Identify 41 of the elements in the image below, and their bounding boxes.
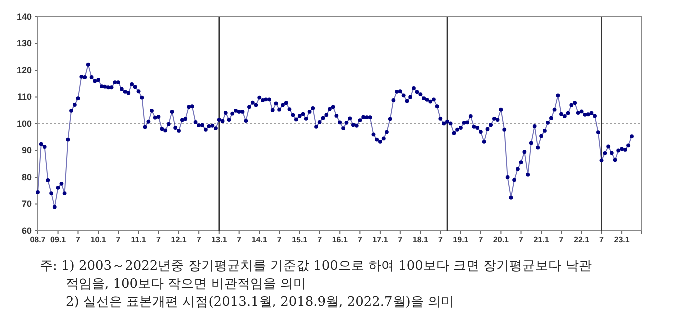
x-tick-label: 08.7 [30, 236, 46, 245]
x-tick-label: 7 [156, 236, 162, 245]
x-tick-label: 19.1 [453, 236, 470, 245]
x-tick-label: 7 [398, 236, 404, 245]
y-tick-label: 90 [22, 146, 32, 156]
y-tick-label: 70 [22, 199, 32, 210]
x-tick-label: 7 [559, 236, 564, 245]
x-tick-label: 20.1 [493, 236, 510, 245]
y-tick-label: 110 [17, 92, 32, 102]
x-tick-label: 12.1 [171, 236, 188, 245]
text: 주: 1) 2003～2022년중 장기평균치를 기준값 100으로 하여 100보다 크면 장기평균보다 낙관적임을, 100보다 작으면 비관적임을 의미 [40, 258, 593, 294]
x-tick-label: 21.1 [534, 236, 550, 245]
y-tick-label: 80 [22, 172, 32, 182]
y-tick-label: 100 [16, 118, 32, 129]
x-tick-label: 10.1 [90, 236, 107, 245]
x-tick-label: 18.1 [412, 236, 430, 245]
x-tick-label: 13.1 [212, 236, 228, 245]
x-tick-label: 17.1 [372, 236, 389, 245]
x-tick-label: 7 [116, 236, 122, 245]
x-tick-label: 7 [519, 236, 524, 245]
x-tick-label: 7 [277, 236, 282, 245]
x-tick-label: 16.1 [332, 236, 348, 245]
y-tick-label: 130 [16, 38, 32, 49]
x-tick-label: 23.1 [614, 236, 630, 245]
y-tick-label: 120 [16, 65, 32, 76]
x-tick-label: 7 [600, 236, 605, 245]
x-tick-label: 15.1 [292, 236, 308, 245]
x-tick-label: 14.1 [252, 236, 268, 245]
x-tick-label: 7 [237, 236, 242, 245]
x-tick-label: 7 [478, 236, 484, 245]
x-tick-label: 09.1 [50, 236, 67, 245]
x-tick-label: 7 [358, 236, 363, 245]
x-tick-label: 11.1 [131, 236, 147, 245]
y-tick-label: 140 [16, 12, 32, 22]
x-tick-label: 7 [318, 236, 323, 245]
text: 2) 실선은 표본개편 시점(2013.1월, 2018.9월, 2022.7월)을 의미 [65, 294, 456, 312]
x-tick-label: 7 [438, 236, 444, 245]
y-tick-label: 60 [22, 226, 32, 236]
x-tick-label: 22.1 [574, 236, 590, 245]
x-tick-label: 7 [76, 236, 82, 245]
x-tick-label: 7 [196, 236, 202, 245]
